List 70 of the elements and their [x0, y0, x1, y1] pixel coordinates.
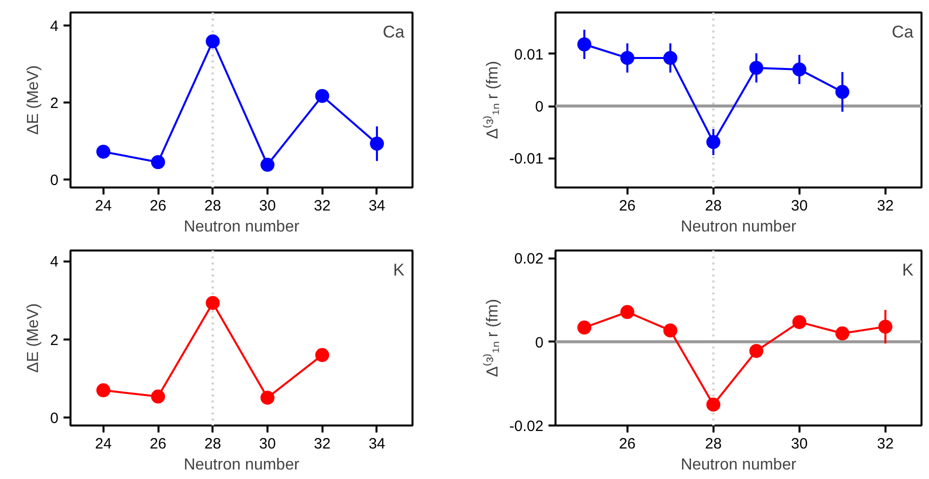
- point: [206, 34, 220, 48]
- y-tick-label: 0.02: [514, 250, 544, 268]
- point: [835, 84, 850, 99]
- point: [577, 320, 592, 335]
- point: [792, 62, 806, 76]
- point: [663, 323, 678, 338]
- y-tick-label: 0: [50, 172, 58, 189]
- y-axis-title: ΔE (MeV): [25, 65, 42, 135]
- x-tick-label: 26: [150, 436, 166, 452]
- point: [620, 305, 634, 320]
- x-tick-label: 30: [259, 198, 276, 214]
- x-tick-label: 28: [705, 198, 722, 214]
- annotation: K: [393, 260, 406, 280]
- x-axis-title: Neutron number: [184, 456, 300, 474]
- point: [151, 155, 166, 170]
- y-tick-label: 2: [50, 95, 58, 112]
- y-tick-label: 2: [50, 332, 58, 349]
- point: [792, 315, 806, 330]
- x-tick-label: 34: [368, 436, 386, 452]
- point: [370, 136, 384, 151]
- x-tick-label: 32: [314, 436, 331, 452]
- point: [749, 60, 764, 75]
- annotation: K: [902, 260, 914, 280]
- y-tick-label: 0: [535, 334, 544, 352]
- y-tick-label: 4: [50, 18, 58, 36]
- x-tick-label: 30: [791, 436, 808, 452]
- x-tick-label: 24: [94, 198, 112, 214]
- point: [577, 37, 592, 52]
- point: [315, 348, 330, 362]
- annotation: Ca: [382, 22, 406, 42]
- x-tick-label: 28: [204, 436, 222, 452]
- x-axis-title: Neutron number: [680, 456, 797, 474]
- x-axis-title: Neutron number: [680, 218, 797, 236]
- x-tick-label: 30: [791, 198, 808, 214]
- x-tick-label: 26: [618, 198, 636, 214]
- point: [96, 144, 110, 159]
- x-tick-label: 32: [877, 198, 894, 214]
- y-tick-label: 0.01: [514, 46, 544, 64]
- point: [663, 50, 678, 65]
- x-tick-label: 28: [705, 436, 722, 452]
- point: [878, 320, 892, 334]
- x-tick-label: 28: [204, 198, 222, 214]
- y-tick-label: -0.02: [509, 418, 544, 435]
- point: [620, 50, 634, 65]
- y-tick-label: 0: [50, 410, 58, 428]
- point: [315, 88, 330, 103]
- y-axis-title: Δ⁽³⁾₁ₙ r (fm): [482, 298, 502, 378]
- x-tick-label: 32: [877, 436, 894, 452]
- point: [96, 383, 110, 398]
- y-tick-label: 4: [50, 254, 58, 271]
- point: [706, 398, 720, 412]
- point: [206, 296, 220, 310]
- y-tick-label: 0: [535, 98, 544, 116]
- x-tick-label: 32: [314, 198, 331, 214]
- x-tick-label: 26: [618, 436, 636, 452]
- point: [835, 326, 850, 340]
- point: [749, 344, 764, 358]
- point: [706, 135, 720, 150]
- point: [151, 390, 166, 404]
- x-tick-label: 34: [368, 198, 386, 214]
- point: [260, 158, 274, 172]
- x-tick-label: 30: [259, 436, 276, 452]
- y-axis-title: Δ⁽³⁾₁ₙ r (fm): [482, 60, 502, 140]
- x-tick-label: 24: [94, 436, 112, 452]
- annotation: Ca: [892, 22, 914, 42]
- y-axis-title: ΔE (MeV): [25, 303, 42, 373]
- point: [260, 390, 274, 405]
- y-tick-label: -0.01: [509, 150, 544, 168]
- x-tick-label: 26: [150, 198, 166, 214]
- x-axis-title: Neutron number: [184, 218, 300, 236]
